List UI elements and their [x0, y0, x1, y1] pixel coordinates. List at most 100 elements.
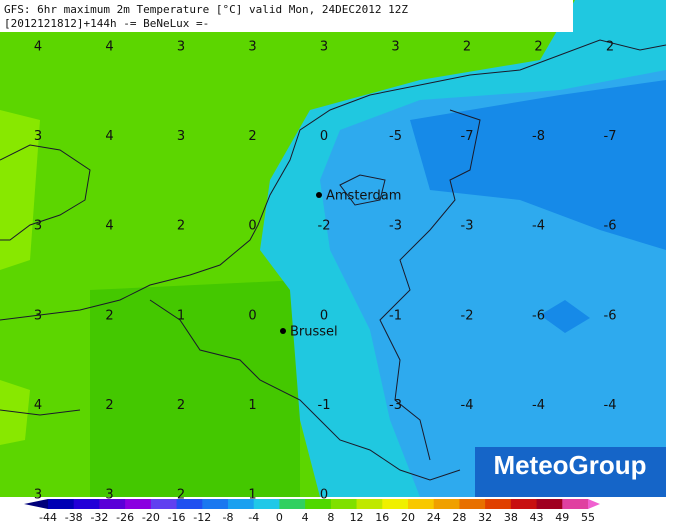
grid-value: 2	[463, 40, 471, 55]
grid-value: 1	[248, 398, 256, 413]
grid-value: -3	[461, 219, 474, 234]
grid-value: 3	[248, 40, 256, 55]
grid-value: -7	[604, 129, 617, 144]
colorbar-label: 8	[327, 511, 334, 524]
city-marker	[316, 192, 322, 198]
colorbar-swatch	[536, 499, 563, 509]
colorbar-arrow	[24, 499, 48, 509]
colorbar-label: 12	[350, 511, 364, 524]
header-subtitle: [2012121812]+144h -= BeNeLux =-	[4, 17, 209, 30]
logo-box	[475, 447, 666, 497]
colorbar-label: 28	[452, 511, 466, 524]
grid-value: -6	[604, 219, 617, 234]
colorbar-label: -32	[90, 511, 108, 524]
colorbar-swatch	[562, 499, 589, 509]
grid-value: 0	[320, 129, 328, 144]
colorbar-swatch	[433, 499, 460, 509]
colorbar-swatch	[330, 499, 358, 509]
colorbar-label: -44	[39, 511, 57, 524]
grid-value: -4	[604, 398, 617, 413]
grid-value: -4	[532, 398, 545, 413]
grid-value: 1	[248, 488, 256, 503]
grid-value: -1	[389, 308, 402, 323]
colorbar-swatch	[202, 499, 229, 509]
grid-value: -8	[532, 129, 545, 144]
grid-value: 4	[105, 40, 113, 55]
grid-value: 0	[248, 308, 256, 323]
colorbar-label: 32	[478, 511, 492, 524]
colorbar-label: -12	[193, 511, 211, 524]
colorbar-label: 20	[401, 511, 415, 524]
colorbar-label: 49	[555, 511, 569, 524]
colorbar-label: 16	[375, 511, 389, 524]
colorbar-swatch	[485, 499, 512, 509]
grid-value: 2	[177, 219, 185, 234]
grid-value: -1	[318, 398, 331, 413]
grid-value: -6	[532, 308, 545, 323]
grid-value: 2	[177, 488, 185, 503]
grid-value: -2	[461, 308, 474, 323]
grid-value: -2	[318, 219, 331, 234]
grid-value: -6	[604, 308, 617, 323]
colorbar-label: -26	[116, 511, 134, 524]
colorbar-swatch	[99, 499, 126, 509]
grid-value: -3	[389, 398, 402, 413]
colorbar-swatch	[176, 499, 203, 509]
grid-value: 3	[105, 488, 113, 503]
grid-value: 1	[177, 308, 185, 323]
temperature-field	[0, 0, 666, 497]
grid-value: -5	[389, 129, 402, 144]
colorbar-label: 24	[427, 511, 441, 524]
grid-value: 3	[391, 40, 399, 55]
colorbar-label: 0	[276, 511, 283, 524]
colorbar-arrow	[588, 499, 600, 509]
grid-value: -3	[389, 219, 402, 234]
colorbar-swatch	[382, 499, 409, 509]
city-marker	[280, 328, 286, 334]
grid-value: 2	[534, 40, 542, 55]
grid-value: -4	[532, 219, 545, 234]
grid-value: -4	[461, 398, 474, 413]
colorbar-swatch	[279, 499, 306, 509]
grid-value: 0	[320, 488, 328, 503]
grid-value: 2	[105, 308, 113, 323]
colorbar-swatch	[48, 499, 75, 509]
colorbar-swatch	[459, 499, 486, 509]
coastlines	[0, 39, 667, 481]
colorbar-swatch	[150, 499, 178, 509]
colorbar-swatch	[228, 499, 255, 509]
grid-value: 3	[34, 219, 42, 234]
colorbar-label: -8	[223, 511, 234, 524]
grid-value: 2	[248, 129, 256, 144]
grid-value: -7	[461, 129, 474, 144]
colorbar-label: 55	[581, 511, 595, 524]
colorbar-swatch	[125, 499, 152, 509]
grid-value: 4	[105, 129, 113, 144]
colorbar-label: 4	[302, 511, 309, 524]
grid-value: 4	[34, 398, 42, 413]
grid-value: 3	[320, 40, 328, 55]
colorbar-swatch	[408, 499, 435, 509]
grid-value: 2	[105, 398, 113, 413]
header-box	[0, 0, 573, 32]
logo: MeteoGroup	[493, 450, 646, 480]
grid-value: 2	[177, 398, 185, 413]
city-label: Brussel	[290, 325, 338, 340]
colorbar-swatch	[510, 499, 538, 509]
header-title: GFS: 6hr maximum 2m Temperature [°C] val…	[4, 3, 408, 16]
grid-value: 3	[34, 488, 42, 503]
colorbar-label: -16	[168, 511, 186, 524]
colorbar-swatch	[73, 499, 100, 509]
colorbar-swatch	[305, 499, 332, 509]
grid-value: 3	[34, 129, 42, 144]
colorbar-label: -4	[248, 511, 259, 524]
grid-value: 0	[320, 308, 328, 323]
grid-value: 4	[34, 40, 42, 55]
colorbar-label: 38	[504, 511, 518, 524]
colorbar-swatch	[356, 499, 383, 509]
city-label: Amsterdam	[326, 189, 401, 204]
colorbar-label: -20	[142, 511, 160, 524]
grid-value: 2	[606, 40, 614, 55]
